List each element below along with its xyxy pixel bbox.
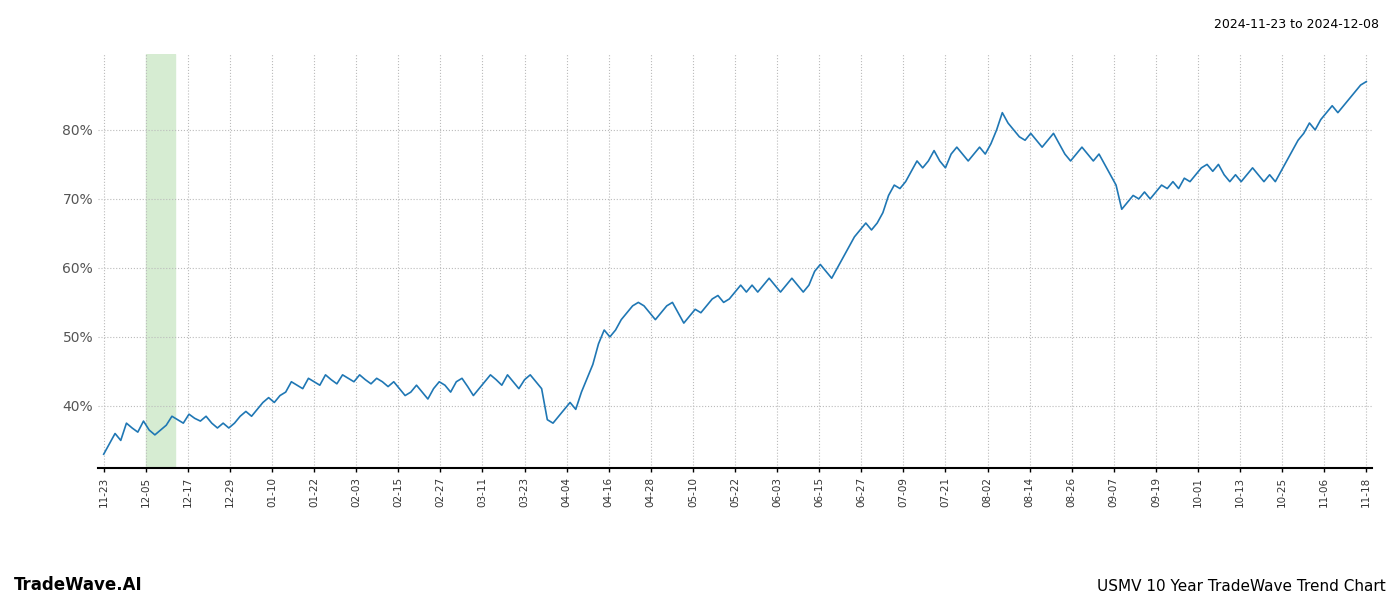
Text: 2024-11-23 to 2024-12-08: 2024-11-23 to 2024-12-08 — [1214, 18, 1379, 31]
Bar — [146, 54, 175, 468]
Text: USMV 10 Year TradeWave Trend Chart: USMV 10 Year TradeWave Trend Chart — [1098, 579, 1386, 594]
Text: TradeWave.AI: TradeWave.AI — [14, 576, 143, 594]
